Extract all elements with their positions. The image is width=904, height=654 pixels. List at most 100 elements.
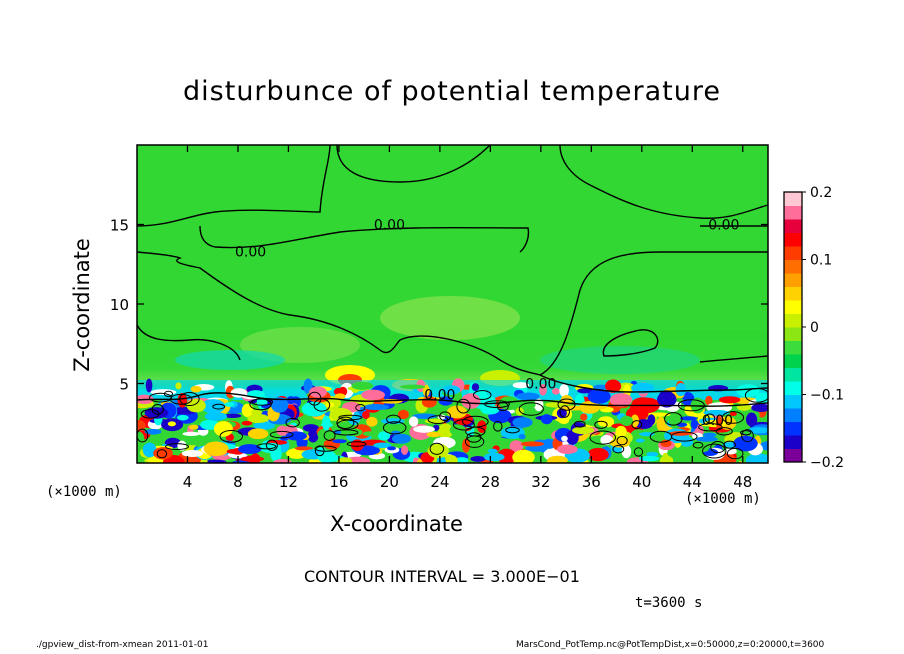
turbulence-cell bbox=[362, 410, 370, 420]
x-tick-label: 16 bbox=[329, 473, 348, 491]
turbulence-cell bbox=[733, 435, 758, 452]
colorbar-tick-label: −0.1 bbox=[810, 388, 844, 404]
small-contour bbox=[692, 441, 704, 449]
small-contour bbox=[559, 405, 570, 418]
contour-interval-note: CONTOUR INTERVAL = 3.000E−01 bbox=[304, 567, 580, 586]
colorbar-segment bbox=[784, 219, 802, 233]
turbulence-cell bbox=[471, 383, 480, 391]
colorbar-tick-label: 0 bbox=[810, 320, 819, 336]
small-contour bbox=[557, 398, 576, 411]
contour-label: 0.00 bbox=[374, 218, 405, 234]
turbulence-cell bbox=[615, 425, 627, 438]
contour-line bbox=[336, 144, 491, 183]
turbulence-cell bbox=[426, 431, 441, 438]
turbulence-cell bbox=[337, 457, 353, 463]
small-contour bbox=[573, 420, 586, 428]
turbulence-cell bbox=[747, 427, 768, 434]
turbulence-cell bbox=[332, 439, 347, 444]
small-contour bbox=[314, 445, 325, 457]
turbulence-cell bbox=[213, 421, 233, 437]
small-contour bbox=[472, 389, 492, 400]
x-tick-label: 4 bbox=[183, 473, 193, 491]
x-axis: 4 8 12 16 20 24 28 32 36 40 44 48 bbox=[183, 145, 752, 491]
turbulence-cell bbox=[660, 439, 672, 448]
turbulence-cell bbox=[656, 416, 666, 432]
x-tick-label: 12 bbox=[279, 473, 298, 491]
turbulence-cell bbox=[690, 419, 698, 430]
colorbar-segment bbox=[784, 327, 802, 341]
small-contour bbox=[698, 423, 723, 432]
colorbar-segment bbox=[784, 408, 802, 422]
turbulence-cell bbox=[240, 456, 265, 462]
small-contour bbox=[726, 447, 744, 460]
turbulence-cell bbox=[540, 414, 553, 425]
time-note: t=3600 s bbox=[635, 595, 703, 611]
small-contour bbox=[670, 431, 698, 442]
turbulence-cell bbox=[182, 431, 201, 436]
colorbar-segment bbox=[784, 259, 802, 274]
turbulence-cell bbox=[408, 416, 419, 427]
small-contour bbox=[465, 426, 486, 437]
turbulence-cell bbox=[487, 448, 498, 454]
turbulence-cell bbox=[350, 439, 364, 451]
colorbar-segment bbox=[784, 205, 802, 220]
turbulence-cell bbox=[702, 432, 717, 438]
turbulence-cell bbox=[462, 438, 471, 453]
turbulence-cell bbox=[657, 391, 677, 408]
small-contour bbox=[715, 427, 733, 436]
small-contour bbox=[631, 420, 643, 430]
turbulence-cell bbox=[580, 413, 588, 421]
colorbar-segment bbox=[784, 435, 802, 449]
turbulence-cell bbox=[587, 447, 609, 462]
turbulence-cell bbox=[361, 389, 385, 401]
contour-labels: 0.00 0.00 0.00 0.00 0.00 0.00 bbox=[235, 218, 739, 430]
x-unit-label-right: (×1000 m) bbox=[685, 491, 761, 507]
turbulence-cell bbox=[662, 452, 669, 461]
footer-right: MarsCond_PotTemp.nc@PotTempDist,x=0:5000… bbox=[516, 640, 825, 650]
turbulence-cell bbox=[270, 397, 289, 413]
small-contour bbox=[333, 429, 359, 436]
turbulence-cell bbox=[424, 418, 445, 424]
turbulence-cell bbox=[181, 449, 203, 457]
colorbar-tick-label: 0.1 bbox=[810, 253, 832, 269]
turbulence-cell bbox=[329, 407, 353, 422]
chart-title: disturbunce of potential temperature bbox=[183, 76, 721, 107]
small-contour bbox=[386, 414, 401, 424]
turbulence-cell bbox=[545, 402, 566, 408]
turbulence-cell bbox=[145, 378, 153, 393]
turbulence-cell bbox=[541, 438, 557, 449]
turbulence-cell bbox=[442, 385, 461, 395]
x-tick-label: 44 bbox=[683, 473, 702, 491]
turbulence-cell bbox=[185, 433, 201, 446]
small-contour bbox=[137, 428, 149, 443]
small-contour bbox=[493, 420, 503, 432]
turbulence-cell bbox=[285, 431, 308, 441]
x-tick-label: 24 bbox=[430, 473, 449, 491]
small-contour bbox=[518, 402, 544, 416]
turbulence-cell bbox=[470, 455, 486, 462]
contour-label: 0.00 bbox=[424, 388, 455, 404]
turbulence-cell bbox=[675, 383, 687, 397]
colorbar-segment bbox=[784, 192, 802, 206]
turbulence-cell bbox=[547, 455, 568, 463]
turbulence-cell bbox=[512, 449, 535, 463]
turbulence-cell bbox=[204, 459, 227, 463]
small-contour bbox=[633, 447, 644, 457]
turbulence-cell bbox=[593, 384, 609, 390]
turbulence-cell bbox=[695, 436, 718, 442]
turbulence-cell bbox=[373, 442, 392, 449]
turbulence-cell bbox=[334, 393, 346, 400]
turbulence-cell bbox=[413, 425, 435, 433]
turbulence-cell bbox=[559, 383, 569, 398]
small-contour bbox=[285, 417, 300, 428]
contour-line bbox=[136, 324, 769, 363]
colorbar-segment bbox=[784, 340, 802, 355]
turbulence-cell bbox=[718, 396, 741, 404]
colorbar-segment bbox=[784, 367, 802, 382]
turbulence-cell bbox=[204, 412, 228, 421]
turbulence-cell bbox=[556, 408, 567, 419]
turbulence-cell bbox=[745, 453, 768, 463]
turbulence-cell bbox=[552, 388, 560, 395]
turbulence-cell bbox=[309, 386, 327, 398]
small-contour bbox=[314, 445, 337, 452]
